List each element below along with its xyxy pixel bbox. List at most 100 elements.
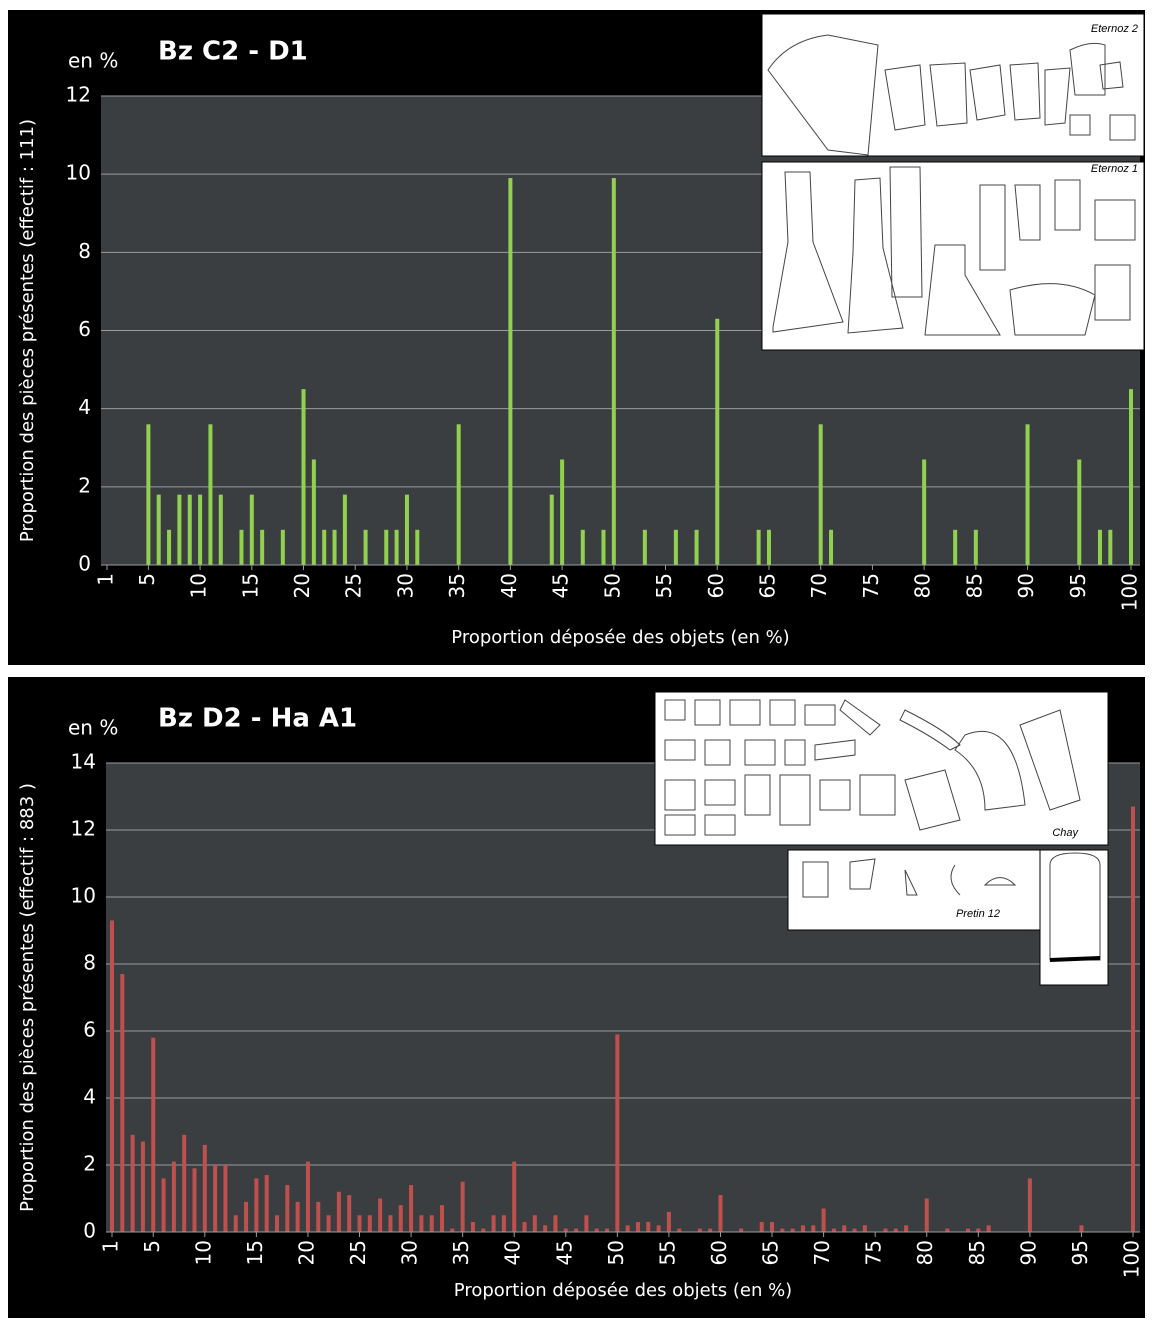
bar	[395, 530, 399, 565]
y-tick-label: 14	[71, 750, 96, 774]
x-tick-label: 1	[99, 1240, 123, 1253]
x-tick-label: 95	[1068, 1240, 1092, 1265]
bar	[894, 1229, 898, 1232]
bar	[358, 1215, 362, 1232]
bar	[223, 1165, 227, 1232]
x-tick-label: 80	[911, 573, 935, 598]
y-tick-label: 12	[71, 817, 96, 841]
bar	[213, 1165, 217, 1232]
bar	[333, 530, 337, 565]
y-tick-label: 8	[83, 951, 96, 975]
bar	[399, 1205, 403, 1232]
bar	[1129, 389, 1133, 565]
bar	[595, 1229, 599, 1232]
bar	[615, 1034, 619, 1232]
bar	[250, 495, 254, 565]
bar	[337, 1192, 341, 1232]
bar	[945, 1229, 949, 1232]
bar	[368, 1215, 372, 1232]
x-tick-label: 85	[962, 573, 986, 598]
page: en %Bz C2 - D102468101215101520253035404…	[0, 0, 1153, 1328]
bar	[172, 1162, 176, 1232]
bar	[512, 1162, 516, 1232]
bar	[508, 178, 512, 565]
bar	[1077, 459, 1081, 565]
y-tick-label: 8	[78, 239, 91, 263]
unit-label: en %	[68, 716, 118, 740]
x-axis-label: Proportion déposée des objets (en %)	[454, 1280, 792, 1301]
x-tick-label: 45	[552, 1240, 576, 1265]
x-tick-label: 45	[549, 573, 573, 598]
bar	[347, 1195, 351, 1232]
x-tick-label: 65	[755, 573, 779, 598]
bar	[203, 1145, 207, 1232]
bar	[302, 389, 306, 565]
bar	[987, 1225, 991, 1232]
unit-label: en %	[68, 49, 118, 73]
x-tick-label: 10	[187, 573, 211, 598]
inset-caption: Eternoz 2	[1091, 23, 1138, 35]
bar	[601, 530, 605, 565]
x-tick-label: 60	[704, 573, 728, 598]
x-tick-label: 40	[497, 573, 521, 598]
bar	[976, 1229, 980, 1232]
bar	[757, 530, 761, 565]
x-tick-label: 30	[393, 573, 417, 598]
bar	[177, 495, 181, 565]
x-tick-label: 85	[965, 1240, 989, 1265]
bar	[904, 1225, 908, 1232]
bar	[863, 1225, 867, 1232]
bar	[208, 424, 212, 565]
bar	[643, 530, 647, 565]
bar	[553, 1215, 557, 1232]
y-tick-label: 6	[83, 1018, 96, 1042]
bar	[718, 1195, 722, 1232]
bar	[966, 1229, 970, 1232]
bar	[388, 1215, 392, 1232]
x-tick-label: 35	[449, 1240, 473, 1265]
bar	[440, 1205, 444, 1232]
bar	[922, 459, 926, 565]
y-tick-label: 0	[78, 552, 91, 576]
bar	[953, 530, 957, 565]
y-tick-label: 6	[78, 317, 91, 341]
bar	[419, 1215, 423, 1232]
bar	[581, 530, 585, 565]
x-tick-label: 80	[913, 1240, 937, 1265]
chart-title: Bz C2 - D1	[158, 37, 308, 67]
bar	[260, 530, 264, 565]
x-tick-label: 15	[243, 1240, 267, 1265]
bar	[405, 495, 409, 565]
bar	[492, 1215, 496, 1232]
bar	[120, 974, 124, 1232]
x-tick-label: 100	[1120, 1240, 1144, 1278]
bar	[605, 1229, 609, 1232]
bar	[219, 495, 223, 565]
x-tick-label: 75	[862, 1240, 886, 1265]
bar	[254, 1178, 258, 1232]
inset-caption: Eternoz 1	[1091, 163, 1138, 175]
x-tick-label: 55	[655, 1240, 679, 1265]
x-tick-label: 70	[810, 1240, 834, 1265]
bar	[780, 1229, 784, 1232]
bar	[193, 1168, 197, 1232]
bar	[316, 1202, 320, 1232]
y-tick-label: 2	[78, 473, 91, 497]
bar	[564, 1229, 568, 1232]
bar	[1028, 1178, 1032, 1232]
bar	[450, 1229, 454, 1232]
bar	[883, 1229, 887, 1232]
bar	[167, 530, 171, 565]
x-tick-label: 20	[290, 573, 314, 598]
x-tick-label: 25	[346, 1240, 370, 1265]
bar	[471, 1222, 475, 1232]
bar	[239, 530, 243, 565]
bar	[409, 1185, 413, 1232]
bar	[550, 495, 554, 565]
bar	[626, 1225, 630, 1232]
bar	[646, 1222, 650, 1232]
bar	[829, 530, 833, 565]
bar	[822, 1209, 826, 1232]
x-axis-label: Proportion déposée des objets (en %)	[451, 627, 789, 648]
y-tick-label: 10	[71, 884, 96, 908]
